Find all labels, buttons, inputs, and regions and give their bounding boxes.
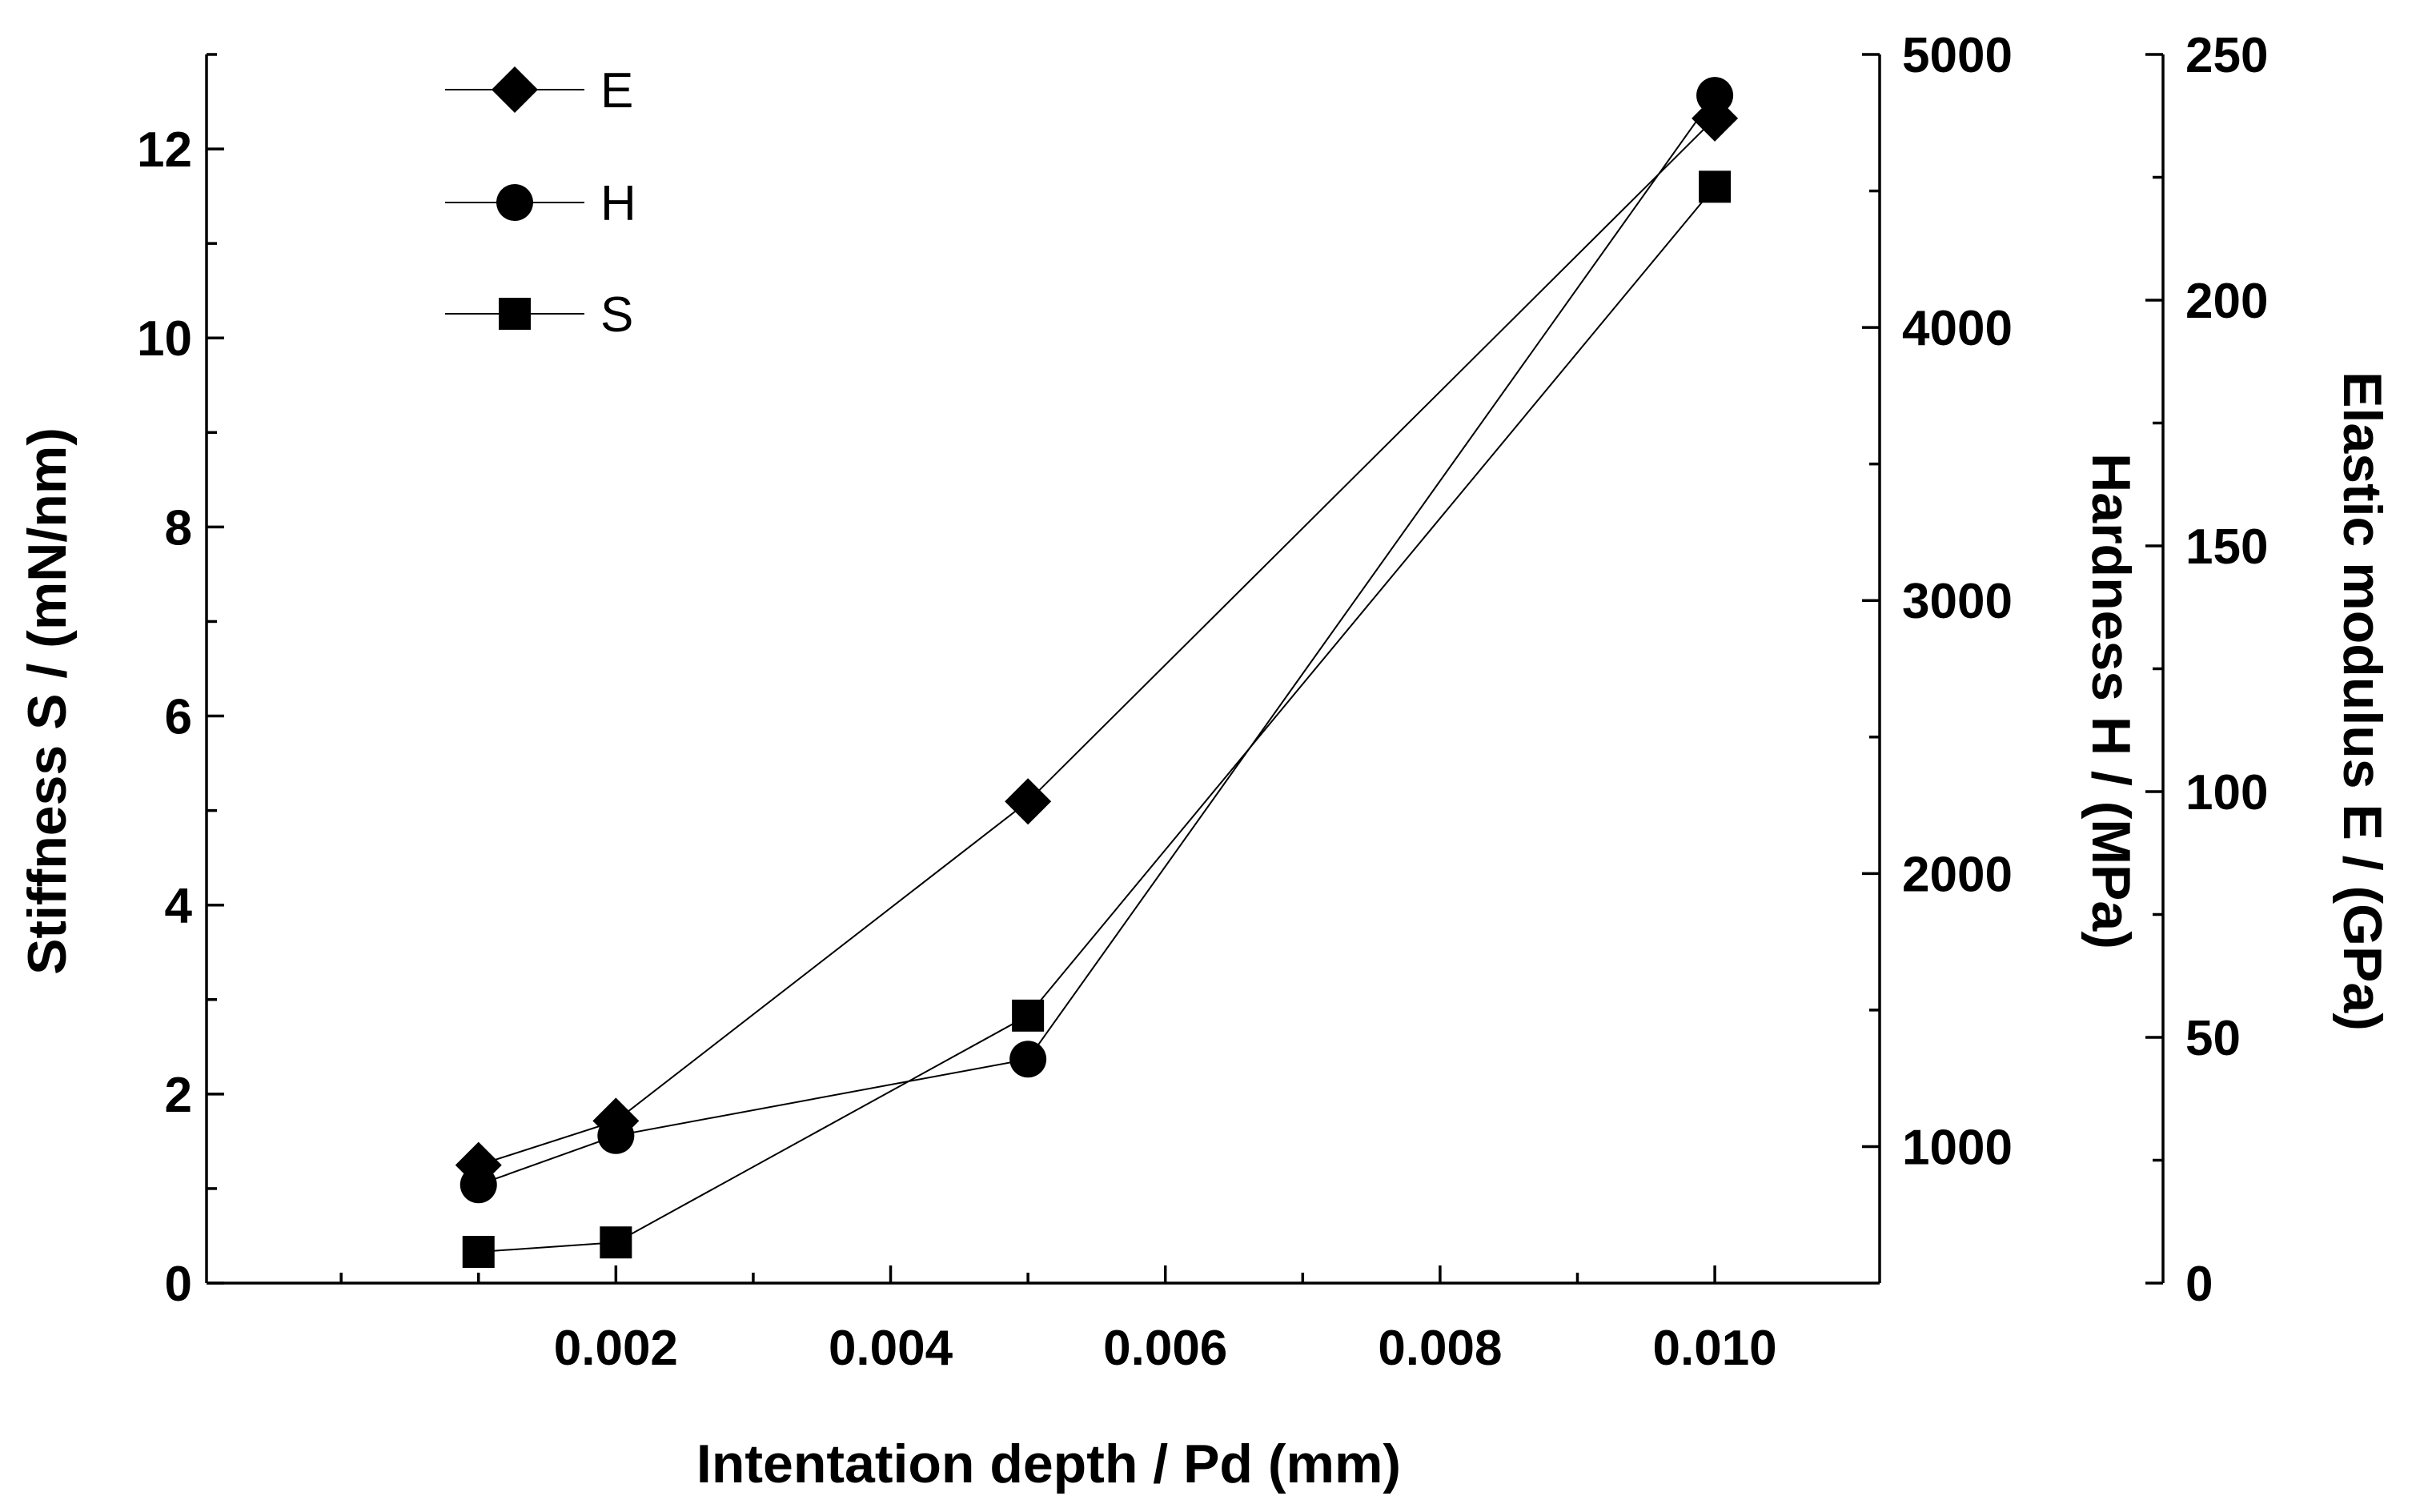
middle-tick-label: 3000 xyxy=(1902,574,2013,629)
left-tick-label: 2 xyxy=(165,1068,192,1123)
legend: E H S xyxy=(445,63,636,343)
legend-label-E: E xyxy=(600,63,633,118)
legend-label-H: H xyxy=(600,176,636,231)
series-markers xyxy=(455,77,1739,1269)
left-tick-label: 6 xyxy=(165,690,192,745)
axes xyxy=(205,54,2165,1285)
x-tick-label: 0.002 xyxy=(554,1321,678,1376)
x-axis-title: Intentation depth / Pd (mm) xyxy=(696,1434,1401,1494)
x-tick-label: 0.010 xyxy=(1653,1321,1777,1376)
left-tick-label: 0 xyxy=(165,1257,192,1312)
right-tick-label: 100 xyxy=(2185,765,2268,820)
right-tick-label: 150 xyxy=(2185,519,2268,575)
middle-tick-label: 1000 xyxy=(1902,1120,2013,1175)
right-tick-label: 0 xyxy=(2185,1257,2213,1312)
series-line-H xyxy=(478,94,1716,1186)
data-point-S xyxy=(462,1236,495,1269)
middle-tick-label: 5000 xyxy=(1902,28,2013,83)
left-tick-label: 4 xyxy=(165,879,193,934)
series-lines xyxy=(478,94,1716,1253)
data-point-E xyxy=(1005,778,1052,825)
data-point-H xyxy=(1009,1041,1047,1078)
series-line-E xyxy=(478,118,1716,1166)
data-point-S xyxy=(600,1226,632,1259)
middle-tick-label: 2000 xyxy=(1902,847,2013,902)
ticks: 0.002 0.004 0.006 0.008 0.010024681012100020… xyxy=(137,28,2268,1376)
right-tick-label: 50 xyxy=(2185,1011,2241,1066)
left-tick-label: 8 xyxy=(165,500,192,555)
middle-tick-label: 4000 xyxy=(1902,301,2013,356)
axis-titles: Intentation depth / Pd (mm) Stiffness S … xyxy=(17,371,2393,1494)
x-tick-label: 0.006 xyxy=(1103,1321,1227,1376)
data-point-H xyxy=(1696,77,1734,114)
series-line-S xyxy=(478,186,1716,1253)
left-axis-title: Stiffness S / (mN/nm) xyxy=(17,427,78,975)
x-tick-label: 0.008 xyxy=(1378,1321,1502,1376)
data-point-H xyxy=(597,1117,635,1154)
middle-axis-title: Hardness H / (MPa) xyxy=(2081,453,2141,949)
x-tick-label: 0.004 xyxy=(829,1321,953,1376)
left-tick-label: 12 xyxy=(137,122,192,178)
right-axis-title: Elastic modulus E / (GPa) xyxy=(2332,371,2393,1031)
data-point-H xyxy=(460,1166,497,1204)
legend-marker-E xyxy=(492,66,538,113)
data-point-S xyxy=(1699,170,1732,203)
right-tick-label: 250 xyxy=(2185,28,2268,83)
data-point-S xyxy=(1012,999,1045,1032)
legend-label-S: S xyxy=(600,287,633,343)
legend-marker-S xyxy=(499,298,531,330)
legend-marker-H xyxy=(496,184,533,221)
right-tick-label: 200 xyxy=(2185,274,2268,329)
left-tick-label: 10 xyxy=(137,311,192,367)
